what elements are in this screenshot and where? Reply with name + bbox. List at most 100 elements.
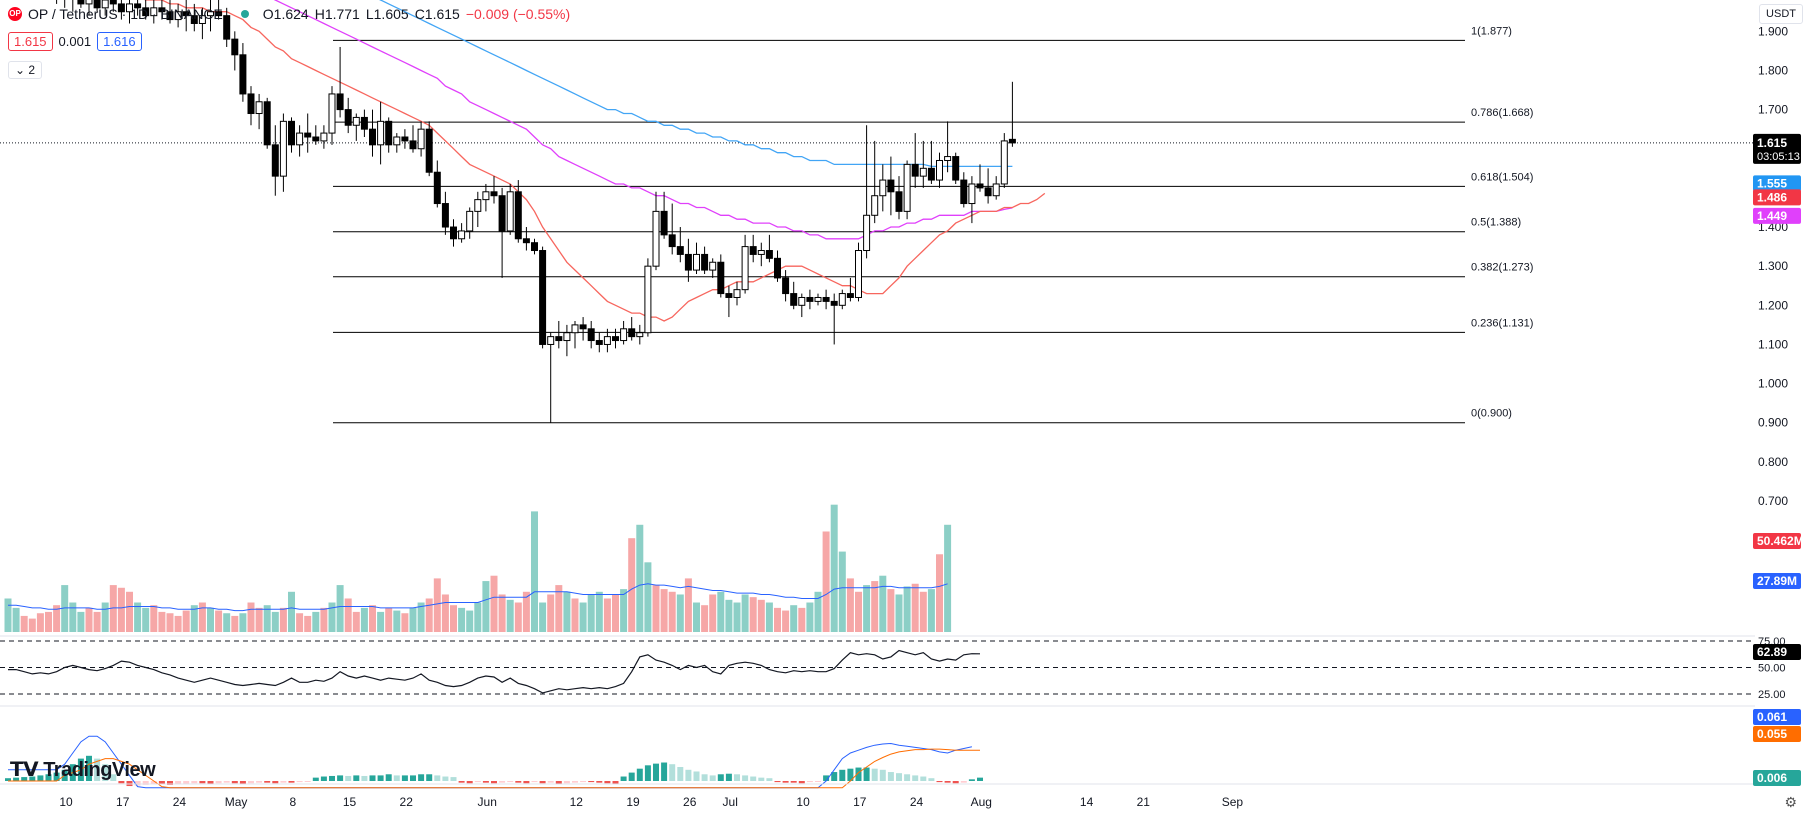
candle-body — [466, 210, 474, 232]
candle-body — [247, 93, 255, 115]
volume-bar — [903, 586, 911, 632]
candle-body — [693, 253, 700, 271]
macd-hist-bar — [21, 777, 28, 781]
sell-price-button[interactable]: 1.615 — [8, 32, 53, 51]
candle-body — [976, 183, 984, 189]
candle-body — [660, 210, 668, 236]
y-axis-tick: 1.200 — [1758, 298, 1788, 312]
indicators-toggle[interactable]: ⌄ 2 — [8, 61, 43, 79]
candle-body — [409, 140, 417, 150]
macd-hist-bar — [142, 781, 149, 785]
macd-hist-bar — [361, 775, 368, 781]
x-axis-tick: 21 — [1137, 795, 1151, 809]
candle-body — [555, 336, 563, 342]
candle-body — [401, 136, 409, 142]
volume-bar — [765, 602, 773, 632]
spread-value: 0.001 — [58, 34, 92, 49]
rsi-tag-bg — [1753, 644, 1801, 660]
macd-hist-bar — [491, 781, 497, 784]
buy-price-button[interactable]: 1.616 — [97, 32, 142, 51]
volume-bar — [790, 605, 798, 632]
candle-body — [85, 0, 93, 5]
volume-bar — [377, 611, 385, 632]
x-axis-tick: 26 — [683, 795, 697, 809]
macd-hist-bar — [855, 767, 862, 781]
macd-hist-bar — [644, 765, 651, 781]
volume-bar — [207, 607, 214, 632]
volume-bar — [458, 607, 466, 632]
macd-hist-tag: 0.006 — [1757, 771, 1787, 785]
macd-hist-bar — [102, 764, 109, 781]
volume-bar — [490, 575, 498, 632]
macd-hist-bar — [239, 781, 246, 784]
volume-bar — [174, 615, 182, 632]
macd-hist-bar — [29, 776, 36, 781]
volume-bar — [855, 591, 862, 632]
candle-body — [369, 128, 376, 146]
ohlc-high: H1.771 — [314, 6, 360, 22]
volume-bar — [53, 605, 61, 632]
volume-bar — [190, 605, 198, 632]
candle-body — [579, 324, 587, 330]
macd-hist-bar — [337, 775, 344, 781]
candle-body — [879, 179, 887, 197]
candle-body — [563, 332, 571, 342]
currency-button[interactable]: USDT — [1759, 4, 1803, 24]
ema50-line — [273, 0, 1013, 240]
macd-hist-bar — [296, 781, 303, 783]
fib-level-label: 0.236(1.131) — [1471, 317, 1533, 329]
volume-bar — [134, 602, 142, 632]
candle-body — [117, 3, 125, 13]
macd-hist-bar — [977, 777, 983, 781]
gear-icon[interactable]: ⚙ — [1784, 794, 1797, 810]
volume-bar — [709, 594, 717, 632]
volume-bar — [612, 594, 619, 632]
volume-bar — [547, 594, 555, 632]
macd-hist-bar — [304, 781, 311, 782]
macd-tag-bg — [1753, 709, 1801, 725]
x-axis-tick: 10 — [59, 795, 73, 809]
candle-body — [288, 120, 295, 146]
volume-bar — [360, 607, 368, 632]
tradingview-logo[interactable]: 𝗧𝗩 TradingView — [10, 757, 156, 782]
macd-hist-bar — [215, 781, 222, 784]
macd-hist-bar — [450, 777, 457, 781]
macd-hist-bar — [191, 781, 198, 784]
y-axis-tick: 1.000 — [1758, 377, 1788, 391]
macd-hist-bar — [393, 775, 400, 781]
y-axis-tick: 0.900 — [1758, 416, 1788, 430]
candle-body — [806, 296, 814, 302]
candle-body — [271, 144, 279, 177]
candle-body — [595, 340, 603, 345]
candle-body — [433, 171, 441, 205]
x-axis-tick: Jun — [478, 795, 497, 809]
volume-bar — [255, 607, 263, 632]
macd-hist-bar — [920, 776, 927, 781]
volume-bar — [466, 610, 474, 632]
macd-hist-bar — [5, 778, 11, 781]
volume-bar — [198, 602, 206, 632]
volume-bar — [595, 591, 603, 632]
volume-bar — [514, 602, 522, 632]
macd-hist-bar — [207, 781, 214, 784]
volume-bar — [652, 585, 660, 632]
macd-hist-bar — [531, 781, 538, 783]
macd-hist-bar — [320, 776, 327, 781]
symbol-header: OP OP / TetherUS · 1D · BINANCE O1.624 H… — [8, 6, 570, 22]
x-axis-tick: 19 — [626, 795, 640, 809]
ohlc-change: −0.009 (−0.55%) — [465, 6, 571, 22]
volume-bar — [344, 598, 352, 632]
candle-body — [717, 261, 725, 295]
x-axis-tick: 22 — [400, 795, 414, 809]
rsi-axis-tick: 25.00 — [1758, 689, 1786, 701]
macd-hist-bar — [912, 775, 919, 781]
ohlc-low: L1.605 — [365, 6, 409, 22]
macd-hist-bar — [288, 781, 295, 783]
macd-hist-bar — [628, 772, 635, 781]
symbol-title[interactable]: OP / TetherUS · 1D · BINANCE — [28, 6, 223, 22]
macd-hist-bar — [572, 781, 578, 783]
candle-body — [304, 132, 312, 138]
macd-hist-bar — [345, 775, 352, 781]
volume-bar — [919, 591, 927, 632]
